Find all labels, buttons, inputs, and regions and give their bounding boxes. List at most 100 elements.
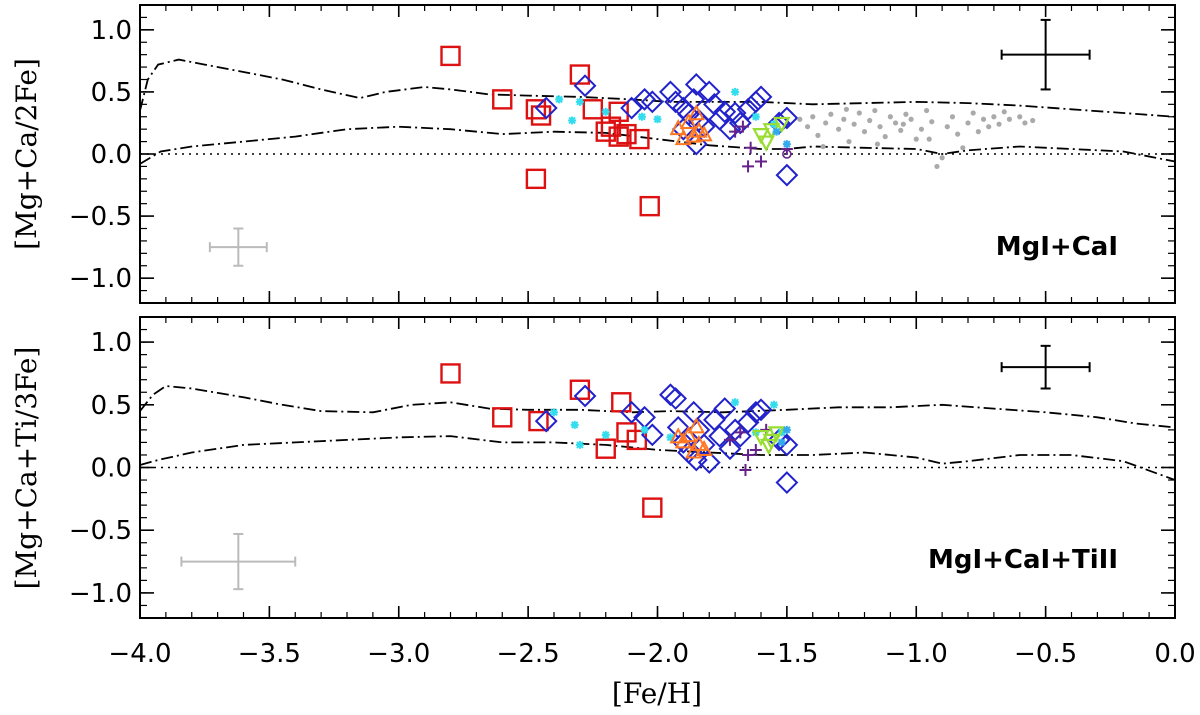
data-point-field-star — [841, 116, 847, 122]
data-point-field-star — [965, 120, 971, 126]
data-point-diamond — [749, 398, 773, 422]
data-point-square — [525, 99, 547, 120]
data-point-cross — [739, 464, 752, 477]
data-point-diamond — [677, 102, 700, 126]
panel-label: MgI+CaI — [996, 232, 1118, 262]
y-tick-label: 0.0 — [91, 140, 132, 170]
data-point-square — [530, 105, 552, 126]
data-point-triangle — [669, 119, 687, 136]
data-point-square — [440, 45, 461, 67]
data-point-star — [769, 400, 778, 409]
data-point-diamond — [573, 384, 597, 408]
data-point-star — [666, 433, 675, 442]
data-point-diamond — [671, 431, 695, 454]
data-point-diamond — [775, 163, 799, 187]
data-point-field-star — [924, 107, 930, 114]
data-point-star — [751, 112, 760, 121]
lower-envelope-line — [139, 435, 1176, 481]
data-point-triangle — [679, 112, 698, 129]
data-point-field-star — [1017, 114, 1023, 120]
data-point-field-star — [903, 111, 909, 117]
data-point-circle — [782, 149, 792, 159]
data-point-diamond — [713, 100, 737, 124]
data-point-diamond — [728, 424, 752, 448]
data-point-field-star — [1006, 116, 1013, 122]
data-point-field-star — [872, 107, 878, 114]
data-point-cross — [749, 443, 762, 456]
data-point-field-star — [1022, 120, 1028, 126]
data-point-field-star — [944, 124, 950, 130]
error-bar-group — [208, 18, 1091, 267]
data-point-square — [528, 410, 549, 432]
data-point-diamond — [718, 117, 742, 141]
data-point-triangle — [695, 125, 713, 142]
data-point-field-star — [867, 117, 873, 124]
data-point-triangle — [695, 439, 713, 456]
data-point-field-star — [887, 114, 893, 120]
data-point-field-star — [856, 110, 862, 116]
upper-envelope-line — [139, 385, 1176, 429]
data-point-diamond — [620, 400, 644, 424]
panel-mgcati: 1.0 0.5 0.0 −0.5 −1.0 [Mg+Ca+Ti/3Fe] MgI+CaI… — [10, 316, 1176, 619]
data-point-triangle — [687, 104, 705, 121]
data-point-square — [525, 168, 547, 190]
data-point-diamond — [718, 437, 742, 461]
data-point-square — [492, 89, 513, 110]
x-tick-label: −2.5 — [497, 639, 560, 669]
data-point-square — [569, 379, 591, 400]
panel-mgca: 1.0 0.5 0.0 −0.5 −1.0 [Mg+Ca/2Fe] MgI+CaI — [10, 4, 1176, 304]
data-point-field-star — [851, 121, 857, 127]
data-point-field-star — [996, 121, 1002, 127]
y-tick-label: −0.5 — [69, 516, 132, 546]
y-ticks: 1.0 0.5 0.0 −0.5 −1.0 — [69, 4, 1175, 304]
data-point-field-star — [804, 124, 811, 130]
data-point-diamond — [744, 400, 768, 424]
data-point-cross — [729, 125, 742, 138]
data-point-field-star — [986, 124, 992, 130]
data-point-star — [731, 87, 740, 96]
data-point-inverted-triangle — [757, 135, 776, 152]
data-point-field-star — [877, 124, 883, 130]
data-point-diamond — [697, 451, 721, 474]
data-point-cross — [736, 120, 749, 133]
data-point-square — [595, 121, 616, 142]
data-point-star — [555, 95, 564, 104]
data-point-field-star — [955, 131, 961, 137]
data-point-square — [492, 407, 513, 428]
data-point-diamond — [684, 73, 708, 96]
y-axis-title: [Mg+Ca+Ti/3Fe] — [10, 347, 43, 590]
y-tick-label: −1.0 — [69, 579, 132, 609]
data-point-diamond — [534, 409, 558, 433]
y-tick-label: 0.5 — [91, 78, 132, 108]
data-point-field-star — [815, 132, 821, 138]
data-point-square — [639, 195, 660, 217]
data-point-field-star — [1030, 117, 1036, 124]
x-tick-label: −2.0 — [626, 639, 689, 669]
data-point-star — [568, 116, 577, 125]
data-point-field-star — [991, 114, 997, 120]
data-point-field-star — [934, 163, 940, 170]
data-point-inverted-triangle — [767, 426, 786, 443]
data-point-star — [782, 140, 791, 149]
y-tick-label: −1.0 — [69, 264, 132, 294]
x-tick-label: −4.0 — [108, 639, 171, 669]
data-point-diamond — [713, 397, 737, 420]
lower-envelope-line — [139, 125, 1176, 165]
data-point-field-star — [810, 114, 816, 120]
data-point-diamond — [620, 96, 644, 120]
data-point-square — [582, 99, 604, 120]
data-point-square — [611, 392, 632, 413]
data-point-field-star — [836, 126, 842, 132]
data-point-cross — [742, 448, 755, 461]
data-point-triangle — [669, 427, 687, 444]
data-point-field-star — [874, 141, 881, 147]
data-point-triangle — [685, 442, 703, 459]
y-tick-label: 1.0 — [91, 16, 132, 46]
y-ticks: 1.0 0.5 0.0 −0.5 −1.0 — [69, 316, 1175, 619]
data-point-triangle — [687, 417, 705, 434]
data-point-field-star — [929, 119, 935, 125]
data-point-star — [782, 425, 791, 434]
data-point-diamond — [736, 410, 760, 434]
data-point-field-star — [900, 121, 906, 127]
data-point-diamond — [703, 408, 726, 432]
